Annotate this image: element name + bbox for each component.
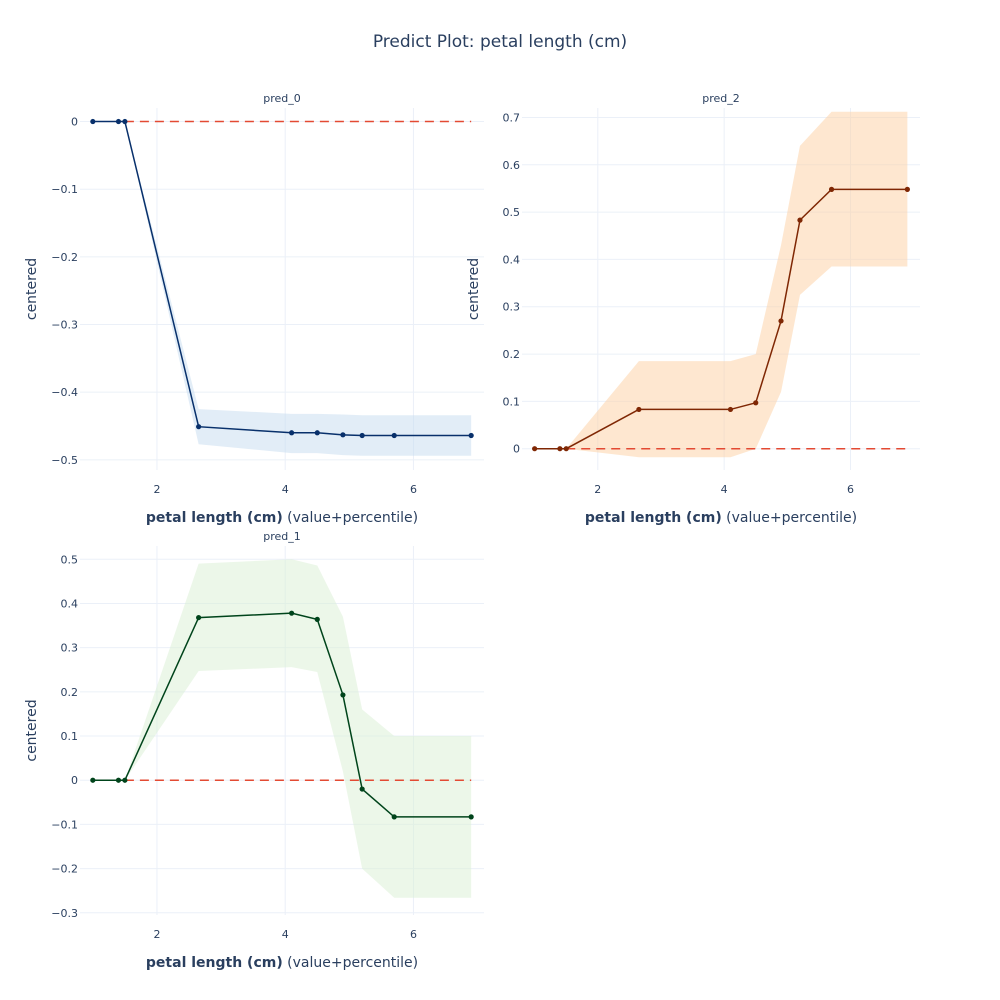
data-point [778, 318, 784, 324]
x-tick-label: 6 [410, 928, 417, 941]
data-point [340, 692, 346, 698]
y-tick-label: 0 [71, 116, 78, 129]
data-point [727, 406, 734, 413]
data-point [359, 786, 365, 792]
data-point [636, 406, 642, 413]
y-tick-label: −0.2 [51, 251, 78, 264]
x-tick-label: 6 [847, 483, 854, 496]
confidence-band [92, 121, 472, 456]
series-line [534, 188, 908, 450]
y-tick-label: 0.2 [61, 686, 79, 699]
y-tick-label: 0.1 [503, 395, 521, 408]
x-axis-title: petal length (cm) (value+percentile) [585, 510, 857, 526]
x-tick-label: 4 [721, 483, 728, 496]
y-tick-label: −0.1 [51, 183, 78, 196]
data-point [289, 610, 295, 616]
y-tick-label: 0 [513, 443, 520, 456]
y-axis-title: centered [24, 258, 40, 320]
y-tick-label: 0.3 [503, 301, 521, 314]
data-point [90, 118, 96, 125]
x-tick-label: 4 [282, 928, 289, 941]
y-tick-label: 0.4 [61, 597, 79, 610]
x-tick-label: 2 [153, 928, 160, 941]
x-tick-label: 2 [153, 483, 160, 496]
subplot-pred_1: 2 4 6 0.5 0.4 0.3 0.2 0.1 0 −0.1 −0.2 −0.3 pred_1pet… [24, 530, 484, 971]
subplot-title: pred_2 [702, 92, 740, 105]
data-point [391, 432, 397, 439]
x-axis-title: petal length (cm) (value+percentile) [146, 955, 418, 971]
page-title: Predict Plot: petal length (cm) [372, 32, 628, 52]
x-tick-label: 2 [594, 483, 601, 496]
y-tick-label: 0.7 [503, 111, 521, 124]
x-tick-label: 4 [282, 483, 289, 496]
y-tick-label: 0.5 [61, 553, 79, 566]
confidence-band [92, 559, 472, 898]
data-point [314, 430, 320, 436]
y-tick-label: 0.5 [503, 206, 521, 219]
y-tick-label: −0.2 [51, 863, 78, 876]
y-axis-title: centered [24, 699, 40, 761]
data-point [196, 614, 202, 621]
y-tick-label: 0.4 [503, 253, 521, 266]
series-line [92, 612, 472, 818]
y-tick-label: −0.4 [51, 386, 78, 399]
data-point [340, 432, 346, 438]
subplot-title: pred_0 [263, 92, 301, 105]
data-point [468, 814, 474, 820]
data-point [753, 400, 759, 406]
data-point [391, 814, 397, 820]
data-point [122, 777, 128, 783]
data-point [122, 118, 128, 125]
data-point [289, 430, 295, 436]
y-tick-label: −0.3 [51, 907, 78, 920]
y-tick-label: 0.6 [503, 159, 521, 172]
data-point [115, 777, 122, 783]
subplot-title: pred_1 [263, 530, 301, 543]
data-point [115, 118, 122, 125]
x-tick-label: 6 [410, 483, 417, 496]
y-axis-title: centered [466, 258, 482, 320]
y-tick-label: 0.1 [61, 730, 79, 743]
data-point [468, 432, 474, 439]
y-tick-label: 0.3 [61, 642, 79, 655]
y-tick-label: −0.1 [51, 818, 78, 831]
data-point [532, 446, 538, 452]
data-point [797, 217, 803, 223]
data-point [828, 186, 835, 192]
data-point [563, 446, 569, 452]
y-tick-label: 0.2 [503, 348, 521, 361]
data-point [557, 446, 563, 452]
y-tick-label: 0 [71, 774, 78, 787]
data-point [904, 186, 910, 192]
x-axis-title: petal length (cm) (value+percentile) [146, 510, 418, 526]
y-tick-label: −0.3 [51, 319, 78, 332]
series-line [92, 120, 472, 437]
confidence-band [534, 111, 908, 458]
data-point [196, 424, 202, 430]
data-point [314, 616, 320, 622]
data-point [90, 777, 96, 783]
y-tick-label: −0.5 [51, 454, 78, 467]
data-point [359, 432, 365, 439]
